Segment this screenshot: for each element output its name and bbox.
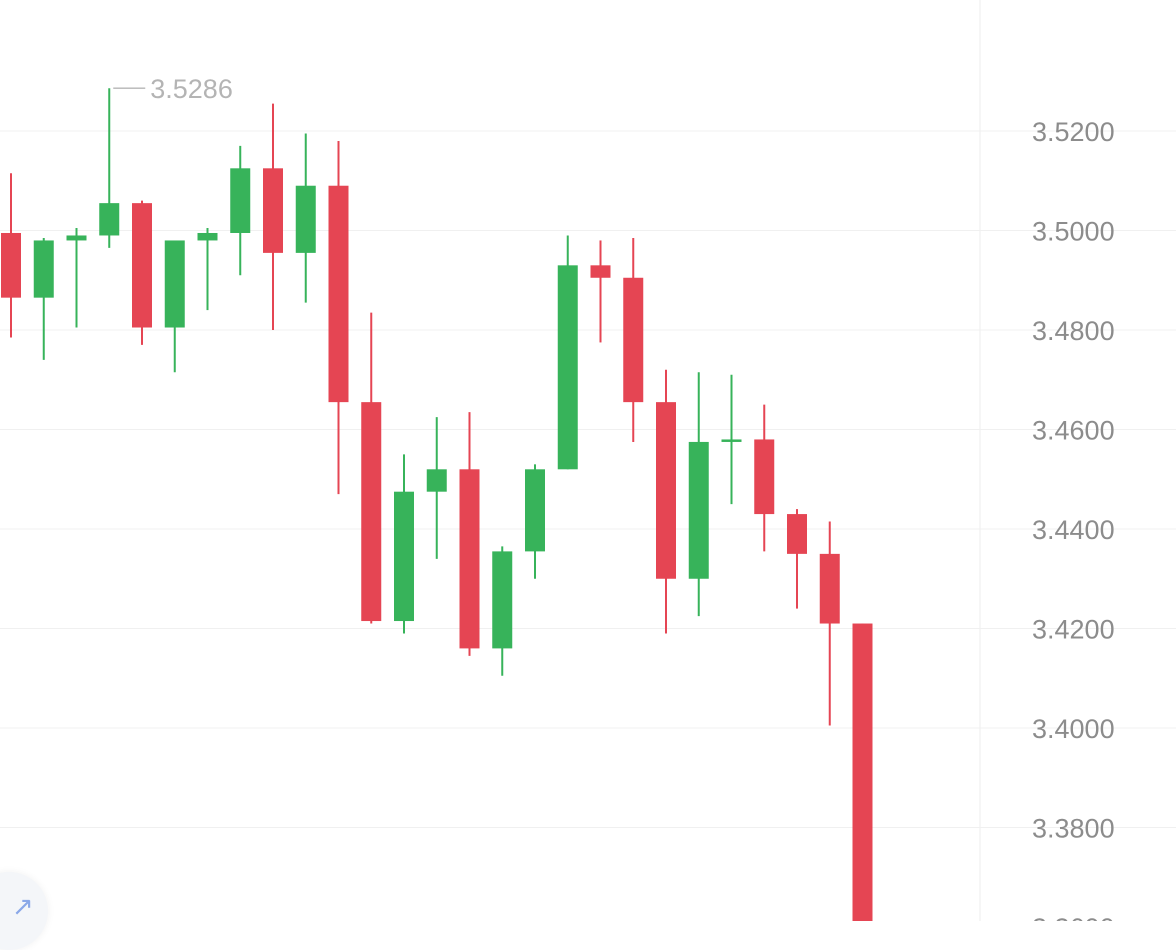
- candle-down: [1, 173, 21, 338]
- candle-body: [164, 240, 185, 328]
- candle-up: [492, 546, 513, 676]
- candle-up: [394, 454, 414, 634]
- y-tick-label: 3.3600: [1032, 913, 1115, 921]
- candle-up: [557, 235, 578, 470]
- candle-body: [852, 623, 873, 921]
- candle-body: [754, 439, 775, 515]
- candle-down: [787, 509, 807, 609]
- candle-body: [230, 168, 251, 233]
- candle-down: [328, 140, 349, 495]
- y-tick-label: 3.4200: [1032, 615, 1115, 645]
- y-tick-label: 3.4400: [1032, 515, 1115, 545]
- candle-up: [426, 417, 447, 559]
- candle-up: [164, 240, 185, 373]
- candle-up: [525, 464, 545, 579]
- candle-up: [33, 237, 54, 360]
- arrow-up-right-icon: ↗: [12, 892, 34, 922]
- candlestick-chart: 3.5286 3.5200 3.5000 3.4800 3.4600 3.4400 3.4…: [0, 0, 1176, 921]
- y-tick-label: 3.5200: [1032, 117, 1115, 147]
- candle-body: [361, 402, 382, 622]
- candle-body: [263, 168, 283, 253]
- y-tick-label: 3.3800: [1032, 814, 1115, 844]
- candle-body: [394, 491, 414, 622]
- candle-body: [295, 185, 316, 253]
- candle-body: [721, 439, 742, 442]
- candle-up: [66, 228, 87, 328]
- y-tick-label: 3.4000: [1032, 714, 1115, 744]
- y-tick-label: 3.4800: [1032, 316, 1115, 346]
- price-axis: 3.5200 3.5000 3.4800 3.4600 3.4400 3.4200 3.40…: [1032, 117, 1115, 921]
- candle-body: [459, 469, 480, 649]
- candle-down: [132, 200, 152, 345]
- grid-lines: [0, 0, 1176, 921]
- candle-up: [721, 374, 742, 505]
- candle-down: [852, 623, 873, 921]
- candle-up: [99, 88, 120, 248]
- candle-down: [754, 404, 775, 552]
- candle-up: [295, 133, 316, 303]
- candle-body: [557, 265, 578, 470]
- candle-up: [688, 372, 709, 617]
- candle-down: [819, 521, 840, 726]
- candle-body: [688, 441, 709, 579]
- candle-down: [656, 369, 676, 634]
- candles: [1, 88, 873, 921]
- candle-body: [819, 553, 840, 624]
- candle-down: [590, 240, 611, 343]
- candle-down: [459, 412, 480, 656]
- candle-body: [787, 514, 807, 554]
- candle-body: [656, 402, 676, 579]
- candle-body: [525, 469, 545, 552]
- candle-body: [33, 240, 54, 298]
- candle-down: [263, 103, 283, 330]
- y-tick-label: 3.4600: [1032, 416, 1115, 446]
- candle-body: [197, 232, 218, 241]
- candle-up: [230, 145, 251, 276]
- candle-body: [426, 469, 447, 492]
- candle-body: [66, 235, 87, 241]
- high-marker: 3.5286: [113, 74, 233, 104]
- high-marker-label: 3.5286: [150, 74, 233, 104]
- candle-up: [197, 228, 218, 311]
- candle-down: [623, 237, 644, 442]
- candle-body: [590, 265, 611, 278]
- candle-body: [1, 232, 21, 298]
- candle-body: [623, 277, 644, 403]
- y-tick-label: 3.5000: [1032, 217, 1115, 247]
- candle-body: [328, 185, 349, 403]
- candle-body: [132, 203, 152, 328]
- candle-down: [361, 312, 382, 624]
- candle-body: [99, 203, 120, 236]
- candle-body: [492, 551, 513, 649]
